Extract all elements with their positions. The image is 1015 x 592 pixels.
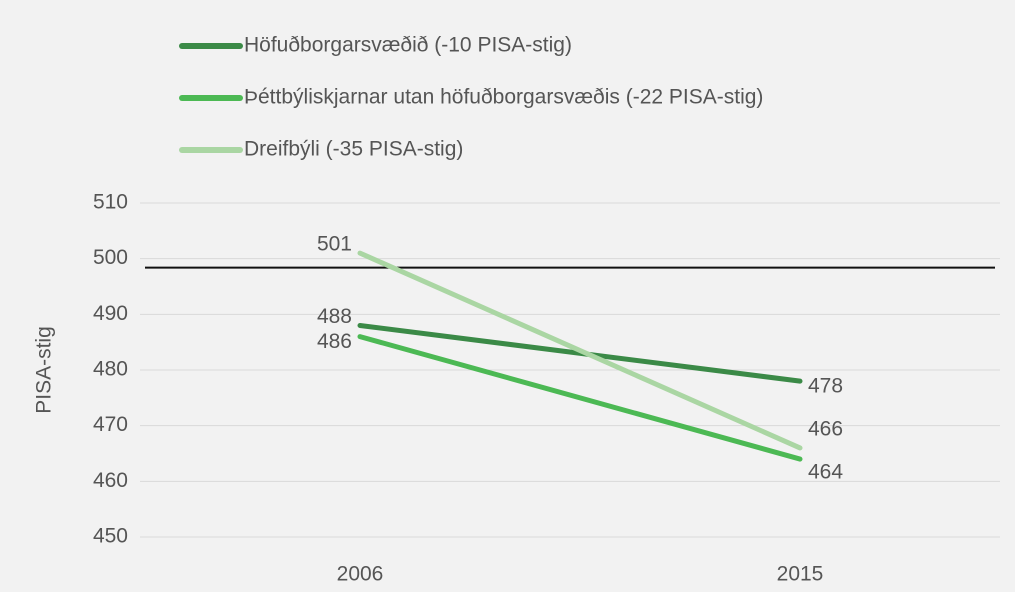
y-tick-label: 450 — [93, 525, 128, 548]
y-tick-label: 490 — [93, 302, 128, 325]
series-line — [357, 322, 803, 384]
y-tick-label: 480 — [93, 358, 128, 381]
y-tick-label: 470 — [93, 413, 128, 436]
legend-label: Höfuðborgarsvæðið (-10 PISA-stig) — [244, 34, 572, 57]
legend-label: Þéttbýliskjarnar utan höfuðborgarsvæðis … — [244, 86, 763, 109]
x-tick-label: 2015 — [777, 563, 824, 586]
data-label: 466 — [808, 417, 843, 440]
data-label: 488 — [317, 305, 352, 328]
y-tick-label: 510 — [93, 191, 128, 214]
series-line — [357, 334, 803, 462]
data-label: 478 — [808, 375, 843, 398]
y-tick-label: 500 — [93, 246, 128, 269]
y-tick-label: 460 — [93, 469, 128, 492]
data-label: 464 — [808, 461, 843, 484]
series-line — [357, 250, 803, 451]
legend-label: Dreifbýli (-35 PISA-stig) — [244, 138, 463, 161]
y-axis-label: PISA-stig — [33, 326, 56, 414]
x-tick-label: 2006 — [337, 563, 384, 586]
data-label: 501 — [317, 233, 352, 256]
data-label: 486 — [317, 330, 352, 353]
